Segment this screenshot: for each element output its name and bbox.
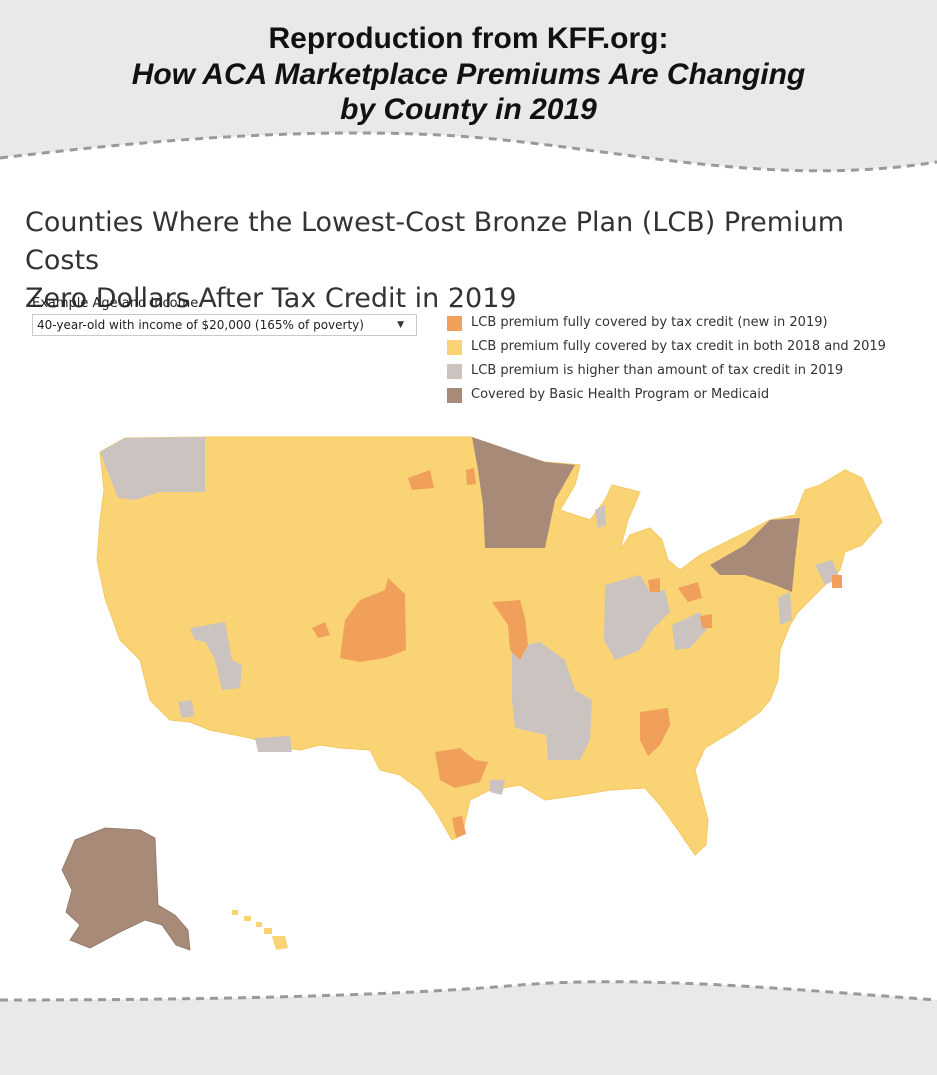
- new-york-brown: [710, 518, 800, 592]
- legend-label: LCB premium fully covered by tax credit …: [471, 339, 886, 354]
- header-line-2: How ACA Marketplace Premiums Are Changin…: [131, 58, 806, 91]
- top-dashed-edge: [0, 131, 937, 173]
- ohio-orange: [678, 582, 702, 602]
- bottom-dashed-edge: [0, 980, 937, 1002]
- nj-gray: [778, 592, 792, 625]
- legend-label: LCB premium fully covered by tax credit …: [471, 315, 828, 330]
- legend-swatch: [447, 364, 462, 379]
- legend-label: LCB premium is higher than amount of tax…: [471, 363, 844, 378]
- dropdown-arrow-icon: ▼: [397, 320, 404, 330]
- georgia-orange: [640, 708, 670, 756]
- colorado-orange: [340, 578, 406, 662]
- north-dakota-orange-2: [466, 468, 476, 485]
- texas-orange: [435, 748, 488, 788]
- header-line-1: Reproduction from KFF.org:: [268, 22, 669, 55]
- contiguous-us: [96, 436, 883, 856]
- page-header: Reproduction from KFF.org: How ACA Marke…: [0, 0, 937, 160]
- southern-ca-gray: [178, 700, 194, 718]
- washington-gray: [100, 437, 205, 500]
- virginia-orange: [700, 614, 712, 628]
- legend-label: Covered by Basic Health Program or Medic…: [471, 387, 770, 402]
- filter-label: Example Age and Income: [32, 296, 199, 311]
- utah-orange: [312, 622, 330, 638]
- kentucky-orange: [648, 578, 660, 592]
- chart-title-line-2: Zero Dollars After Tax Credit in 2019: [25, 283, 517, 314]
- iowa-orange: [492, 600, 528, 660]
- texas-coast-orange: [452, 816, 466, 838]
- arizona-gray: [255, 736, 292, 752]
- header-line-3: by County in 2019: [340, 93, 597, 126]
- nevada-gray: [190, 622, 242, 690]
- legend-swatch: [447, 316, 462, 331]
- north-dakota-orange: [408, 470, 434, 490]
- wisconsin-gray: [595, 505, 606, 528]
- ri-orange: [832, 575, 842, 588]
- wv-gray: [672, 612, 708, 650]
- chart-title: Counties Where the Lowest-Cost Bronze Pl…: [25, 204, 925, 318]
- ohio-indiana-gray: [604, 575, 670, 660]
- legend-swatch: [447, 388, 462, 403]
- legend-swatch: [447, 340, 462, 355]
- tx-gray: [490, 780, 505, 795]
- age-income-select[interactable]: 40-year-old with income of $20,000 (165%…: [32, 314, 417, 336]
- select-value: 40-year-old with income of $20,000 (165%…: [37, 318, 364, 332]
- hawaii: [232, 910, 288, 950]
- chart-title-line-1: Counties Where the Lowest-Cost Bronze Pl…: [25, 207, 845, 276]
- us-county-map[interactable]: [0, 420, 937, 970]
- missouri-arkansas-gray: [512, 642, 592, 760]
- alaska: [61, 827, 191, 951]
- minnesota-brown: [472, 437, 575, 548]
